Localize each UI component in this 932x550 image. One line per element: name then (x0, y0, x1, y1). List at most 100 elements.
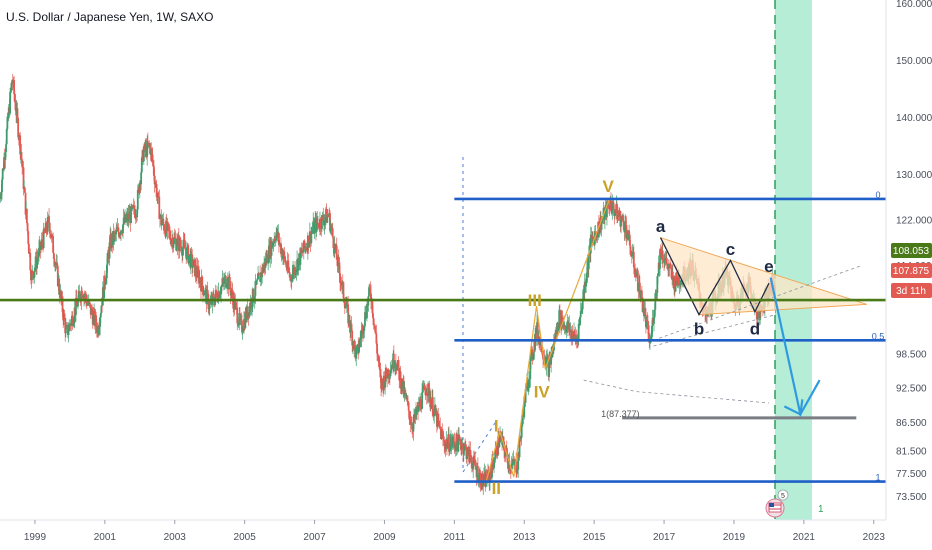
candle-body (119, 234, 122, 236)
candle-body (359, 338, 362, 340)
candle-body (491, 458, 494, 465)
candle-body (218, 291, 221, 298)
candle-body (452, 437, 455, 442)
price-axis[interactable]: 160.000150.000140.000130.000122.000114.0… (885, 0, 932, 520)
candle-body (16, 108, 19, 119)
candle-body (113, 232, 116, 242)
candle-body (365, 317, 368, 319)
candle-body (677, 276, 680, 286)
candle-body (530, 353, 532, 362)
candle-body (37, 256, 40, 259)
candle-body (99, 312, 102, 318)
x-tick-label: 2003 (164, 532, 187, 543)
candle-body (183, 242, 186, 249)
candle-body (591, 236, 594, 239)
candle-body (256, 279, 259, 281)
candle-body (582, 289, 585, 299)
candle-body (378, 361, 380, 363)
candle-body (275, 232, 278, 241)
candle-body (175, 246, 178, 251)
candle-body (181, 247, 184, 256)
candle-body (274, 238, 276, 241)
candle-body (53, 258, 56, 266)
candle-body (291, 273, 294, 282)
candle-body (526, 381, 529, 391)
candle-body (270, 241, 273, 256)
candle-body (125, 217, 128, 222)
candle-body (167, 222, 169, 225)
candle-body (13, 94, 16, 101)
candle-body (350, 323, 353, 331)
candle-body (146, 141, 149, 146)
candle-body (98, 326, 101, 330)
candle-body (195, 265, 198, 275)
candle-body (5, 128, 8, 145)
candle-body (437, 413, 440, 421)
candle-body (221, 279, 224, 285)
candle-body (13, 80, 16, 95)
candle-body (489, 472, 492, 474)
wave-label-major: IV (534, 382, 551, 401)
candle-body (434, 405, 437, 415)
wave-label-major: I (494, 416, 499, 435)
candle-body (331, 228, 334, 238)
candle-body (669, 264, 672, 267)
candle-body (311, 230, 314, 233)
candle-body (134, 211, 136, 218)
candle-body (448, 450, 451, 452)
candle-body (580, 310, 583, 312)
candle-body (239, 313, 241, 320)
candle-body (321, 215, 323, 230)
candle-body (466, 455, 469, 460)
candle-body (89, 303, 91, 305)
candle-body (422, 387, 425, 389)
candle-body (326, 215, 329, 223)
candle-body (23, 187, 26, 193)
candle-body (14, 100, 17, 111)
candle-body (58, 278, 61, 292)
candle-body (519, 436, 522, 439)
candle-body (443, 440, 446, 446)
candle-body (628, 230, 631, 235)
candle-body (491, 458, 493, 478)
candle-body (393, 366, 396, 368)
candle-body (49, 233, 52, 235)
candle-body (264, 258, 267, 268)
candle-body (404, 389, 407, 394)
candle-body (387, 369, 390, 378)
candle-body (77, 290, 80, 299)
candle-body (310, 232, 313, 234)
candle-body (248, 306, 251, 317)
time-axis[interactable]: 1999 2001 2003 2005 2007 2009 2011 2013 2015 2017… (0, 519, 886, 543)
x-tick-label: 1999 (24, 532, 47, 543)
candle-body (130, 206, 132, 223)
candle-body (628, 234, 631, 246)
candle-body (214, 290, 217, 298)
flag-icon[interactable] (765, 498, 785, 518)
candle-body (36, 259, 38, 269)
candle-body (152, 162, 155, 167)
candle-body (451, 442, 454, 446)
candle-body (9, 92, 11, 114)
candle-body (545, 357, 548, 368)
abcde-wave-path (659, 237, 770, 316)
candle-body (587, 254, 590, 270)
candle-body (234, 302, 237, 310)
candle-body (20, 152, 23, 160)
candle-body (428, 388, 431, 403)
candle-body (493, 459, 496, 464)
candle-body (88, 300, 91, 304)
candle-body (266, 254, 269, 264)
candle-body (115, 229, 118, 235)
candle-body (346, 302, 349, 305)
candle-body (388, 375, 391, 377)
candle-body (348, 315, 351, 327)
candle-body (546, 357, 549, 361)
candle-body (470, 459, 473, 466)
candle-body (179, 238, 182, 246)
candle-body (400, 387, 403, 389)
candle-body (376, 343, 378, 354)
candle-body (390, 369, 393, 371)
candle-body (335, 245, 338, 260)
